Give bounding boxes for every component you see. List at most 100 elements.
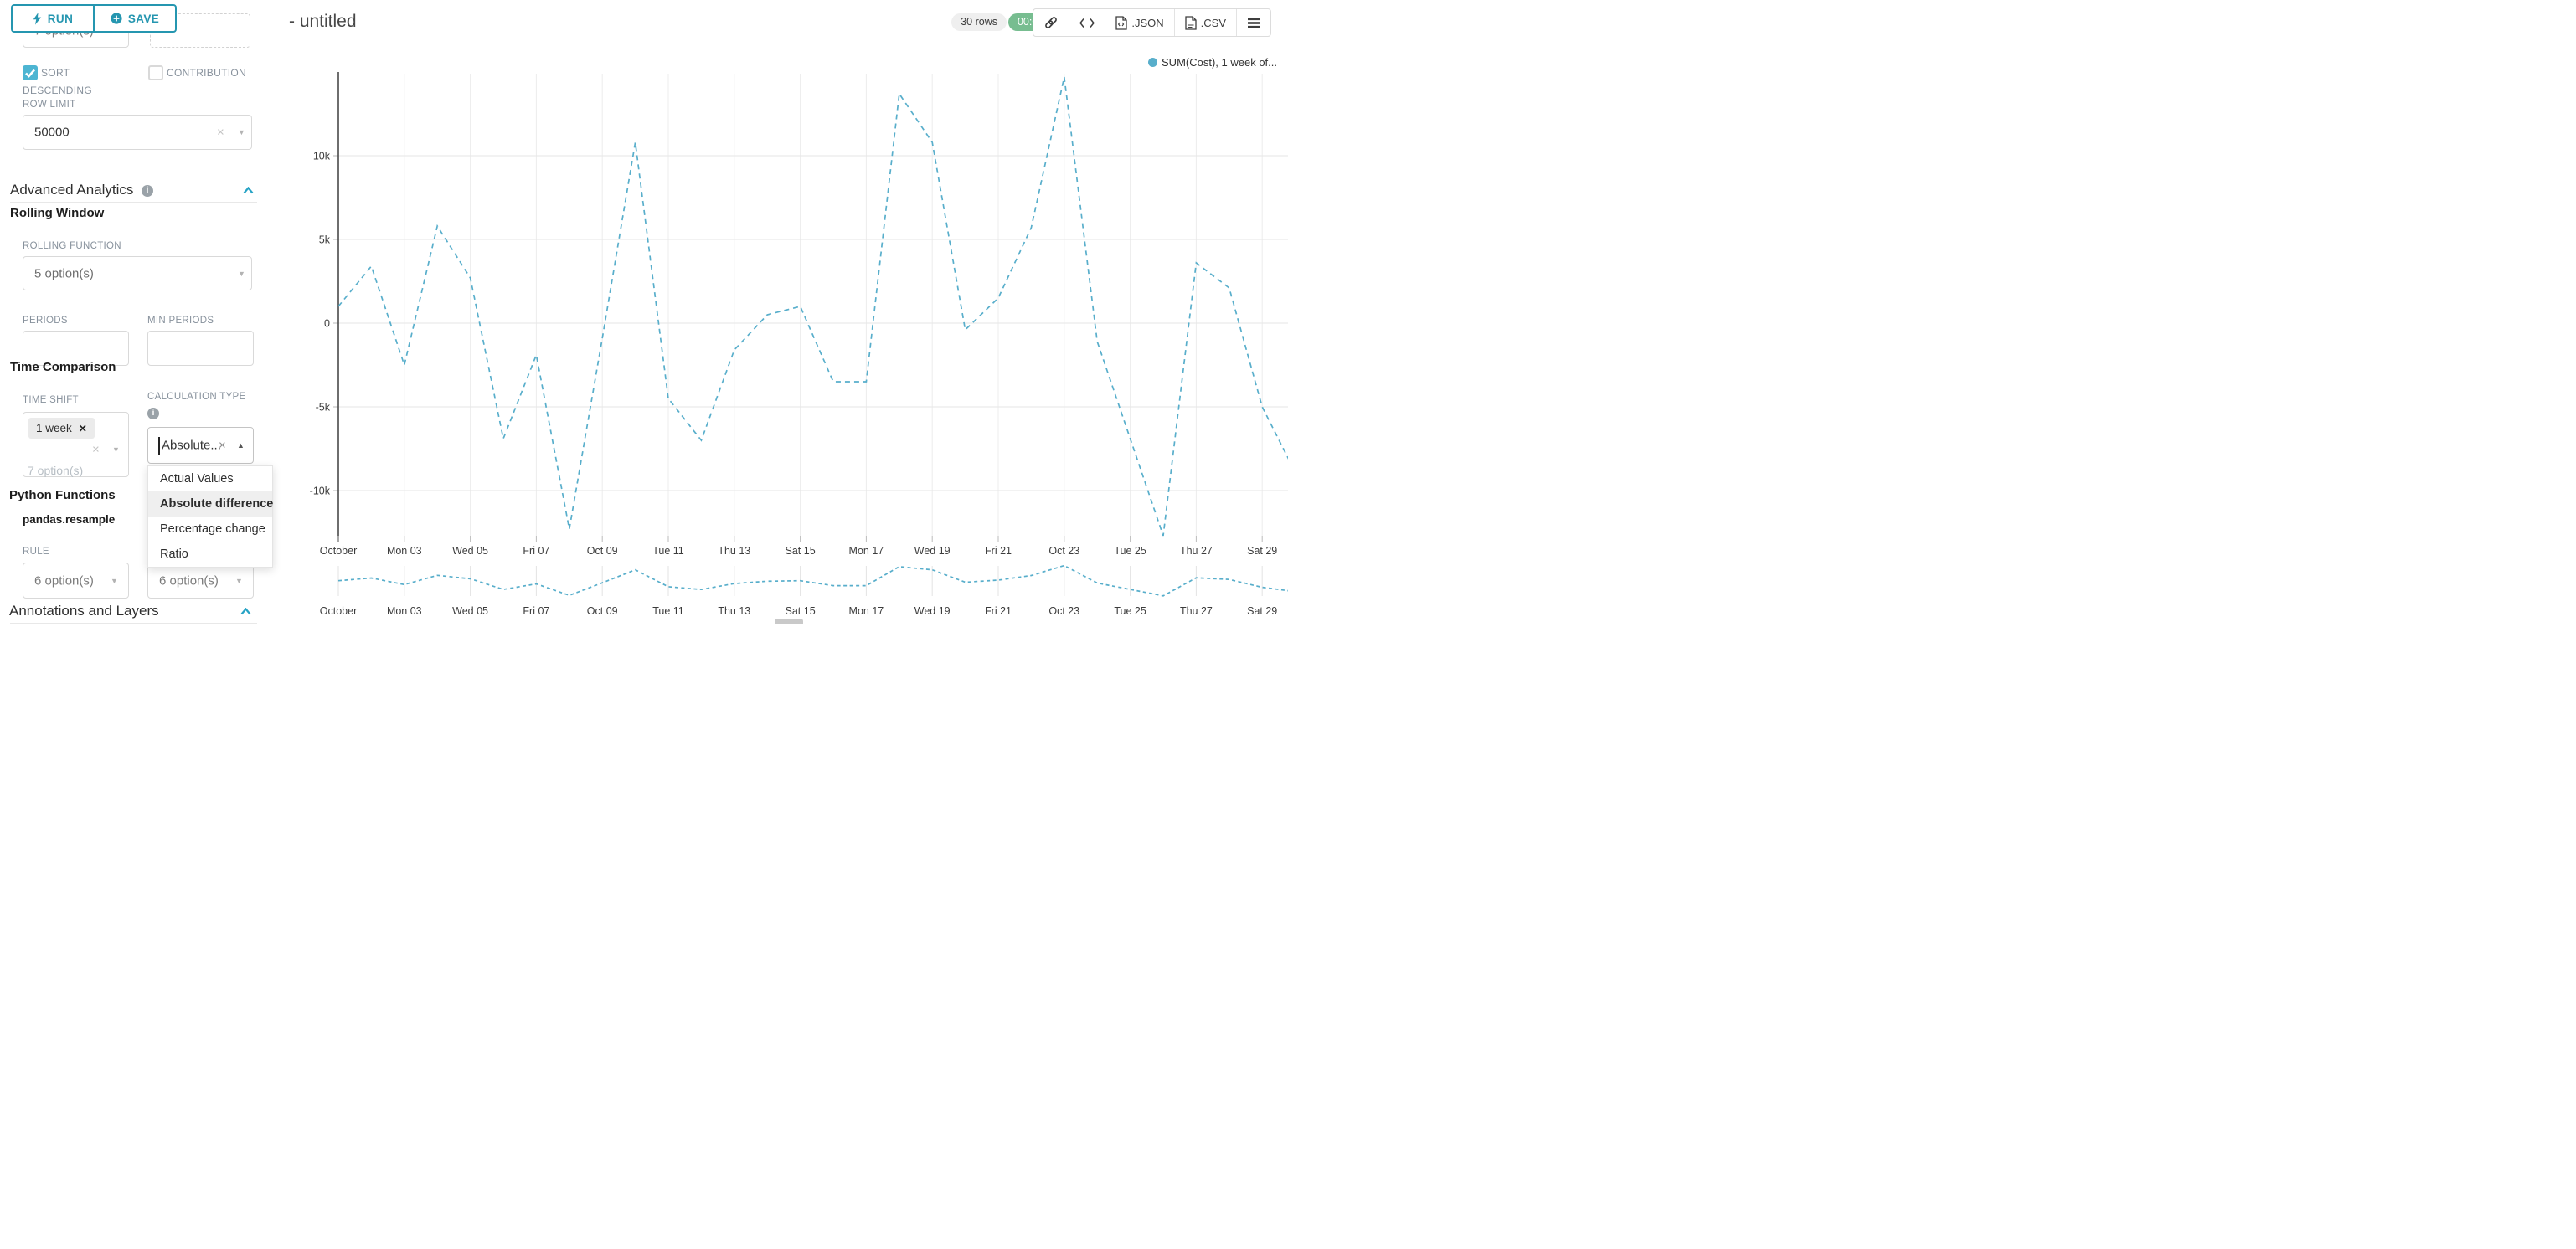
svg-text:Thu 13: Thu 13 — [718, 545, 750, 557]
chart-canvas[interactable]: -10k -5k 0 5k 10k October Mon 03 Wed 05 Fri 07 Oc… — [270, 42, 1288, 624]
rule-select[interactable]: 6 option(s) ▼ — [23, 563, 129, 599]
clear-icon[interactable]: × — [219, 438, 226, 453]
section-divider — [10, 202, 257, 203]
svg-text:-10k: -10k — [310, 486, 331, 497]
link-icon — [1045, 17, 1058, 28]
time-shift-helper: 7 option(s) — [28, 464, 84, 477]
lightning-icon — [33, 12, 41, 25]
svg-text:Wed 19: Wed 19 — [914, 605, 951, 617]
info-icon[interactable]: i — [147, 408, 159, 419]
remove-tag-icon[interactable]: ✕ — [78, 422, 87, 434]
dropdown-item[interactable]: Percentage change — [160, 522, 265, 536]
time-shift-tag-label: 1 week — [36, 422, 72, 434]
svg-text:Wed 05: Wed 05 — [452, 545, 488, 557]
periods-input[interactable] — [23, 331, 129, 366]
rule-value: 6 option(s) — [34, 573, 94, 588]
svg-text:5k: 5k — [319, 234, 331, 246]
sort-descending-checkbox[interactable] — [23, 65, 38, 80]
export-csv-button[interactable]: .CSV — [1175, 9, 1237, 36]
plus-circle-icon — [111, 13, 122, 24]
file-text-icon — [1185, 15, 1197, 30]
run-button[interactable]: RUN — [11, 4, 94, 33]
svg-text:0: 0 — [324, 318, 330, 330]
row-limit-value: 50000 — [34, 125, 70, 140]
svg-text:Wed 19: Wed 19 — [914, 545, 951, 557]
view-query-button[interactable] — [1069, 9, 1106, 36]
annotations-title: Annotations and Layers — [9, 603, 159, 619]
resample-method-select[interactable]: 6 option(s) ▼ — [147, 563, 254, 599]
min-periods-input[interactable] — [147, 331, 254, 366]
svg-text:Thu 13: Thu 13 — [718, 605, 750, 617]
row-limit-select[interactable]: 50000 × ▼ — [23, 115, 252, 150]
dropdown-item[interactable]: Ratio — [160, 547, 188, 561]
chart-legend[interactable]: SUM(Cost), 1 week of... — [1148, 56, 1277, 69]
clear-icon[interactable]: × — [217, 125, 224, 140]
section-divider — [10, 623, 257, 624]
caret-down-icon[interactable]: ▼ — [111, 576, 118, 585]
save-label: SAVE — [127, 12, 160, 25]
dropdown-item[interactable]: Absolute difference — [148, 491, 273, 517]
svg-text:Sat 29: Sat 29 — [1247, 605, 1277, 617]
min-periods-label: MIN PERIODS — [147, 316, 214, 326]
caret-down-icon[interactable]: ▼ — [238, 128, 245, 136]
export-json-label: .JSON — [1131, 16, 1164, 29]
page-title: - untitled — [289, 12, 357, 31]
run-save-group: RUN SAVE — [11, 4, 177, 33]
python-functions-title: Python Functions — [9, 488, 116, 502]
time-shift-select[interactable]: 1 week ✕ × ▼ — [23, 412, 129, 477]
rolling-function-select[interactable]: 5 option(s) ▼ — [23, 256, 252, 290]
chevron-up-icon[interactable] — [240, 608, 251, 615]
svg-text:Fri 21: Fri 21 — [985, 605, 1012, 617]
menu-icon — [1248, 18, 1260, 28]
time-shift-label: TIME SHIFT — [23, 395, 79, 405]
calculation-type-select[interactable]: Absolute... × ▲ — [147, 427, 254, 464]
svg-text:Mon 03: Mon 03 — [387, 605, 422, 617]
svg-text:-5k: -5k — [316, 402, 331, 414]
file-code-icon — [1115, 15, 1128, 30]
svg-text:Wed 05: Wed 05 — [452, 605, 488, 617]
resample-method-value: 6 option(s) — [159, 573, 219, 588]
rolling-window-title: Rolling Window — [10, 206, 105, 220]
svg-text:Mon 03: Mon 03 — [387, 545, 422, 557]
caret-down-icon[interactable]: ▼ — [112, 445, 120, 454]
svg-text:October: October — [320, 605, 357, 617]
clear-icon[interactable]: × — [92, 442, 100, 457]
svg-text:Oct 09: Oct 09 — [587, 605, 618, 617]
calculation-type-label: CALCULATION TYPE — [147, 392, 246, 402]
chevron-up-icon[interactable] — [243, 187, 254, 194]
export-json-button[interactable]: .JSON — [1105, 9, 1175, 36]
svg-text:Oct 23: Oct 23 — [1048, 605, 1079, 617]
svg-text:Tue 11: Tue 11 — [652, 605, 684, 617]
contribution-checkbox[interactable] — [148, 65, 163, 80]
time-shift-tag: 1 week ✕ — [28, 418, 95, 439]
calculation-type-dropdown: Actual Values Absolute difference Percenta… — [147, 465, 273, 568]
caret-down-icon[interactable]: ▼ — [238, 269, 245, 278]
svg-text:Oct 09: Oct 09 — [587, 545, 618, 557]
chart-area[interactable]: -10k -5k 0 5k 10k October Mon 03 Wed 05 Fri 07 Oc… — [270, 42, 1288, 624]
text-cursor — [158, 437, 160, 455]
svg-text:Sat 15: Sat 15 — [786, 605, 816, 617]
svg-text:Tue 25: Tue 25 — [1114, 545, 1146, 557]
advanced-analytics-title: Advanced Analytics — [10, 182, 134, 198]
svg-text:Sat 29: Sat 29 — [1247, 545, 1277, 557]
caret-up-icon[interactable]: ▲ — [237, 441, 245, 450]
legend-marker — [1148, 58, 1158, 67]
dropdown-item[interactable]: Actual Values — [160, 472, 234, 486]
save-button[interactable]: SAVE — [94, 4, 177, 33]
caret-down-icon[interactable]: ▼ — [235, 576, 243, 585]
svg-text:Tue 25: Tue 25 — [1114, 605, 1146, 617]
run-label: RUN — [47, 12, 74, 25]
svg-text:Oct 23: Oct 23 — [1048, 545, 1079, 557]
export-toolbar: .JSON .CSV — [1033, 8, 1271, 37]
share-link-button[interactable] — [1033, 9, 1070, 36]
rolling-function-value: 5 option(s) — [34, 266, 94, 280]
info-icon[interactable]: i — [142, 185, 153, 197]
svg-text:10k: 10k — [313, 151, 331, 162]
svg-text:Fri 07: Fri 07 — [523, 605, 549, 617]
svg-text:Thu 27: Thu 27 — [1180, 545, 1213, 557]
rule-label: RULE — [23, 547, 49, 557]
contribution-label: CONTRIBUTION — [167, 67, 246, 79]
chart-menu-button[interactable] — [1237, 9, 1270, 36]
horizontal-scrollbar-handle[interactable] — [775, 619, 803, 624]
export-csv-label: .CSV — [1200, 16, 1226, 29]
